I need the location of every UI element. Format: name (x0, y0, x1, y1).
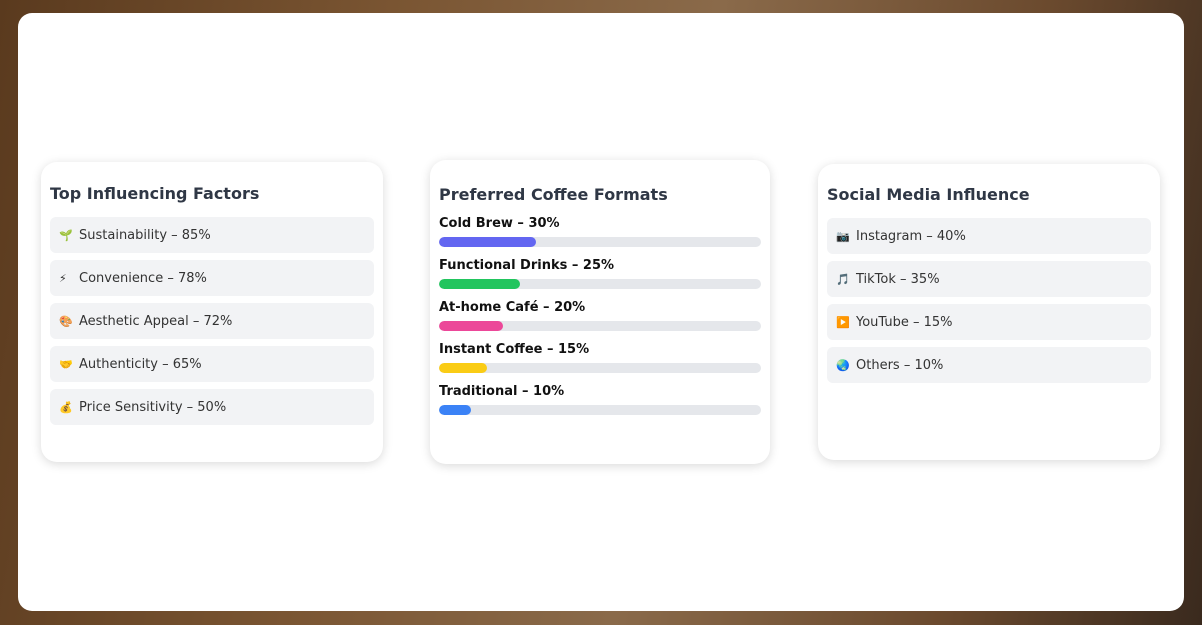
format-row: Cold Brew – 30% (439, 216, 761, 247)
format-row: Instant Coffee – 15% (439, 342, 761, 373)
social-card: Social Media Influence 📷 Instagram – 40% 🎵… (818, 164, 1160, 460)
music-note-icon: 🎵 (836, 272, 850, 286)
social-title: Social Media Influence (827, 185, 1030, 204)
list-item: 🌏 Others – 10% (827, 347, 1151, 383)
item-label: Authenticity – 65% (79, 356, 202, 372)
list-item: 💰 Price Sensitivity – 50% (50, 389, 374, 425)
camera-icon: 📷 (836, 229, 850, 243)
progress-track (439, 279, 761, 289)
factors-title: Top Influencing Factors (50, 184, 260, 203)
globe-icon: 🌏 (836, 358, 850, 372)
money-bag-icon: 💰 (59, 400, 73, 414)
list-item: 🌱 Sustainability – 85% (50, 217, 374, 253)
progress-track (439, 237, 761, 247)
progress-fill (439, 237, 536, 247)
list-item: ⚡ Convenience – 78% (50, 260, 374, 296)
progress-fill (439, 405, 472, 415)
format-label: At-home Café – 20% (439, 300, 586, 315)
item-label: Others – 10% (856, 357, 944, 373)
item-label: Aesthetic Appeal – 72% (79, 313, 233, 329)
progress-fill (439, 363, 488, 373)
item-label: Sustainability – 85% (79, 227, 211, 243)
format-row: At-home Café – 20% (439, 300, 761, 331)
palette-icon: 🎨 (59, 314, 73, 328)
format-label: Cold Brew – 30% (439, 216, 560, 231)
format-label: Functional Drinks – 25% (439, 258, 615, 273)
list-item: 🎨 Aesthetic Appeal – 72% (50, 303, 374, 339)
progress-track (439, 363, 761, 373)
item-label: Price Sensitivity – 50% (79, 399, 227, 415)
formats-title: Preferred Coffee Formats (439, 185, 668, 204)
list-item: 🤝 Authenticity – 65% (50, 346, 374, 382)
format-row: Functional Drinks – 25% (439, 258, 761, 289)
progress-fill (439, 321, 504, 331)
play-button-icon: ▶️ (836, 315, 850, 329)
format-row: Traditional – 10% (439, 384, 761, 415)
item-label: Instagram – 40% (856, 228, 966, 244)
item-label: Convenience – 78% (79, 270, 207, 286)
format-label: Instant Coffee – 15% (439, 342, 590, 357)
progress-track (439, 321, 761, 331)
seedling-icon: 🌱 (59, 228, 73, 242)
lightning-icon: ⚡ (59, 271, 67, 285)
list-item: ▶️ YouTube – 15% (827, 304, 1151, 340)
handshake-icon: 🤝 (59, 357, 73, 371)
list-item: 🎵 TikTok – 35% (827, 261, 1151, 297)
item-label: YouTube – 15% (856, 314, 953, 330)
list-item: 📷 Instagram – 40% (827, 218, 1151, 254)
formats-card: Preferred Coffee Formats Cold Brew – 30%… (430, 160, 770, 464)
factors-card: Top Influencing Factors 🌱 Sustainability … (41, 162, 383, 462)
progress-fill (439, 279, 520, 289)
format-label: Traditional – 10% (439, 384, 565, 399)
progress-track (439, 405, 761, 415)
item-label: TikTok – 35% (856, 271, 940, 287)
